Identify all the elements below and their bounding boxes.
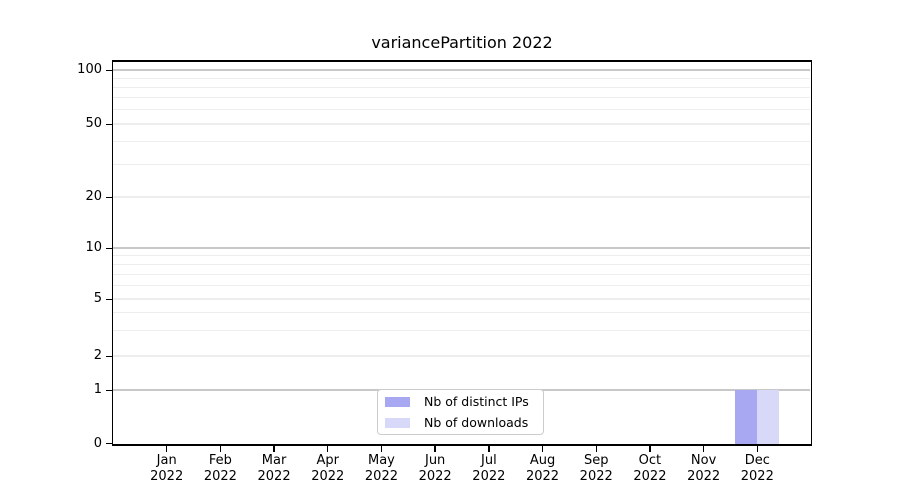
x-tick <box>702 445 705 452</box>
x-tick-month: Jan <box>156 452 177 468</box>
y-gridline-major <box>113 247 810 249</box>
x-tick-month: Oct <box>638 452 662 468</box>
y-tick <box>105 443 112 445</box>
axis-spine-left <box>111 60 114 446</box>
x-tick-month: Feb <box>208 452 232 468</box>
y-tick-label: 100 <box>77 62 102 77</box>
y-tick-label: 20 <box>85 189 102 204</box>
y-gridline-minor <box>113 109 810 111</box>
x-tick <box>165 445 168 452</box>
y-tick-label: 5 <box>93 291 102 306</box>
y-gridline-minor <box>113 330 810 332</box>
x-tick-label: Jun 2022 <box>395 453 475 486</box>
legend-label-distinct-ips: Nb of distinct IPs <box>424 394 529 409</box>
x-tick-label: Mar 2022 <box>234 453 314 486</box>
legend: Nb of distinct IPs Nb of downloads <box>377 389 544 435</box>
x-tick <box>219 445 222 452</box>
y-gridline-minor <box>113 312 810 314</box>
x-tick-month: May <box>368 452 395 468</box>
y-gridline-minor <box>113 255 810 257</box>
y-gridline-minor <box>113 273 810 275</box>
y-tick-label: 50 <box>85 116 102 131</box>
x-tick-month: Apr <box>316 452 340 468</box>
x-tick-year: 2022 <box>579 469 613 484</box>
y-tick <box>105 69 112 71</box>
bar-nb-of-distinct-ips <box>735 390 758 444</box>
x-tick <box>541 445 544 452</box>
x-tick-month: Jul <box>481 452 497 468</box>
y-tick <box>105 247 112 249</box>
y-gridline-minor <box>113 97 810 99</box>
x-tick <box>488 445 490 452</box>
plot-area <box>113 62 811 444</box>
x-tick-year: 2022 <box>311 469 345 484</box>
x-tick-label: Jan 2022 <box>127 453 207 486</box>
y-gridline-major <box>113 69 810 71</box>
chart-title: variancePartition 2022 <box>371 33 553 52</box>
x-tick-month: Mar <box>261 452 287 468</box>
x-tick-year: 2022 <box>150 469 184 484</box>
y-tick <box>105 196 112 198</box>
x-tick <box>327 445 329 452</box>
y-tick <box>105 298 112 300</box>
x-tick-label: Apr 2022 <box>288 453 368 486</box>
legend-label-downloads: Nb of downloads <box>424 415 529 430</box>
axis-spine-top <box>111 60 812 62</box>
y-gridline-minor <box>113 263 810 265</box>
x-tick-month: Sep <box>583 452 609 468</box>
x-tick-label: Nov 2022 <box>664 453 744 486</box>
x-tick-label: Oct 2022 <box>610 453 690 486</box>
x-tick-year: 2022 <box>633 469 667 484</box>
x-tick-label: Jul 2022 <box>449 453 529 486</box>
x-tick-year: 2022 <box>364 469 398 484</box>
x-tick-year: 2022 <box>687 469 721 484</box>
x-tick <box>380 445 383 452</box>
y-gridline-minor <box>113 164 810 166</box>
y-tick-label: 2 <box>93 348 102 363</box>
axis-spine-bottom <box>111 443 812 446</box>
y-tick <box>105 389 112 391</box>
y-gridline-minor <box>113 285 810 287</box>
y-tick <box>105 355 112 357</box>
x-tick-year: 2022 <box>740 469 774 484</box>
y-gridline-minor <box>113 355 810 357</box>
x-tick-year: 2022 <box>418 469 452 484</box>
legend-item-downloads: Nb of downloads <box>378 412 543 433</box>
x-tick-year: 2022 <box>203 469 237 484</box>
y-gridline-minor <box>113 298 810 300</box>
legend-item-distinct-ips: Nb of distinct IPs <box>378 391 543 412</box>
axis-spine-right <box>810 60 813 446</box>
x-tick-month: Nov <box>690 452 717 468</box>
x-tick-label: Feb 2022 <box>180 453 260 486</box>
x-tick-label: Aug 2022 <box>503 453 583 486</box>
x-tick-month: Aug <box>529 452 556 468</box>
x-tick <box>434 445 436 452</box>
y-tick-label: 0 <box>93 435 102 451</box>
y-tick-label: 1 <box>93 382 102 397</box>
y-gridline-minor <box>113 196 810 198</box>
y-gridline-minor <box>113 123 810 125</box>
x-tick-year: 2022 <box>525 469 560 484</box>
legend-swatch-distinct-ips <box>385 396 410 407</box>
y-tick <box>105 123 112 125</box>
x-tick <box>649 445 651 452</box>
x-tick-year: 2022 <box>472 469 506 484</box>
x-tick-label: May 2022 <box>341 453 421 486</box>
legend-swatch-downloads <box>385 417 410 428</box>
x-tick-month: Jun <box>424 452 446 468</box>
y-gridline-minor <box>113 86 810 88</box>
x-tick-label: Dec 2022 <box>717 453 797 486</box>
x-tick <box>756 445 758 452</box>
y-gridline-minor <box>113 141 810 143</box>
x-tick <box>595 445 597 452</box>
bar-nb-of-downloads <box>757 390 780 444</box>
y-gridline-minor <box>113 77 810 79</box>
x-tick-label: Sep 2022 <box>556 453 636 486</box>
y-tick-label: 10 <box>85 240 102 255</box>
x-tick-year: 2022 <box>257 469 291 484</box>
x-tick-month: Dec <box>744 452 770 468</box>
x-tick <box>273 445 275 452</box>
